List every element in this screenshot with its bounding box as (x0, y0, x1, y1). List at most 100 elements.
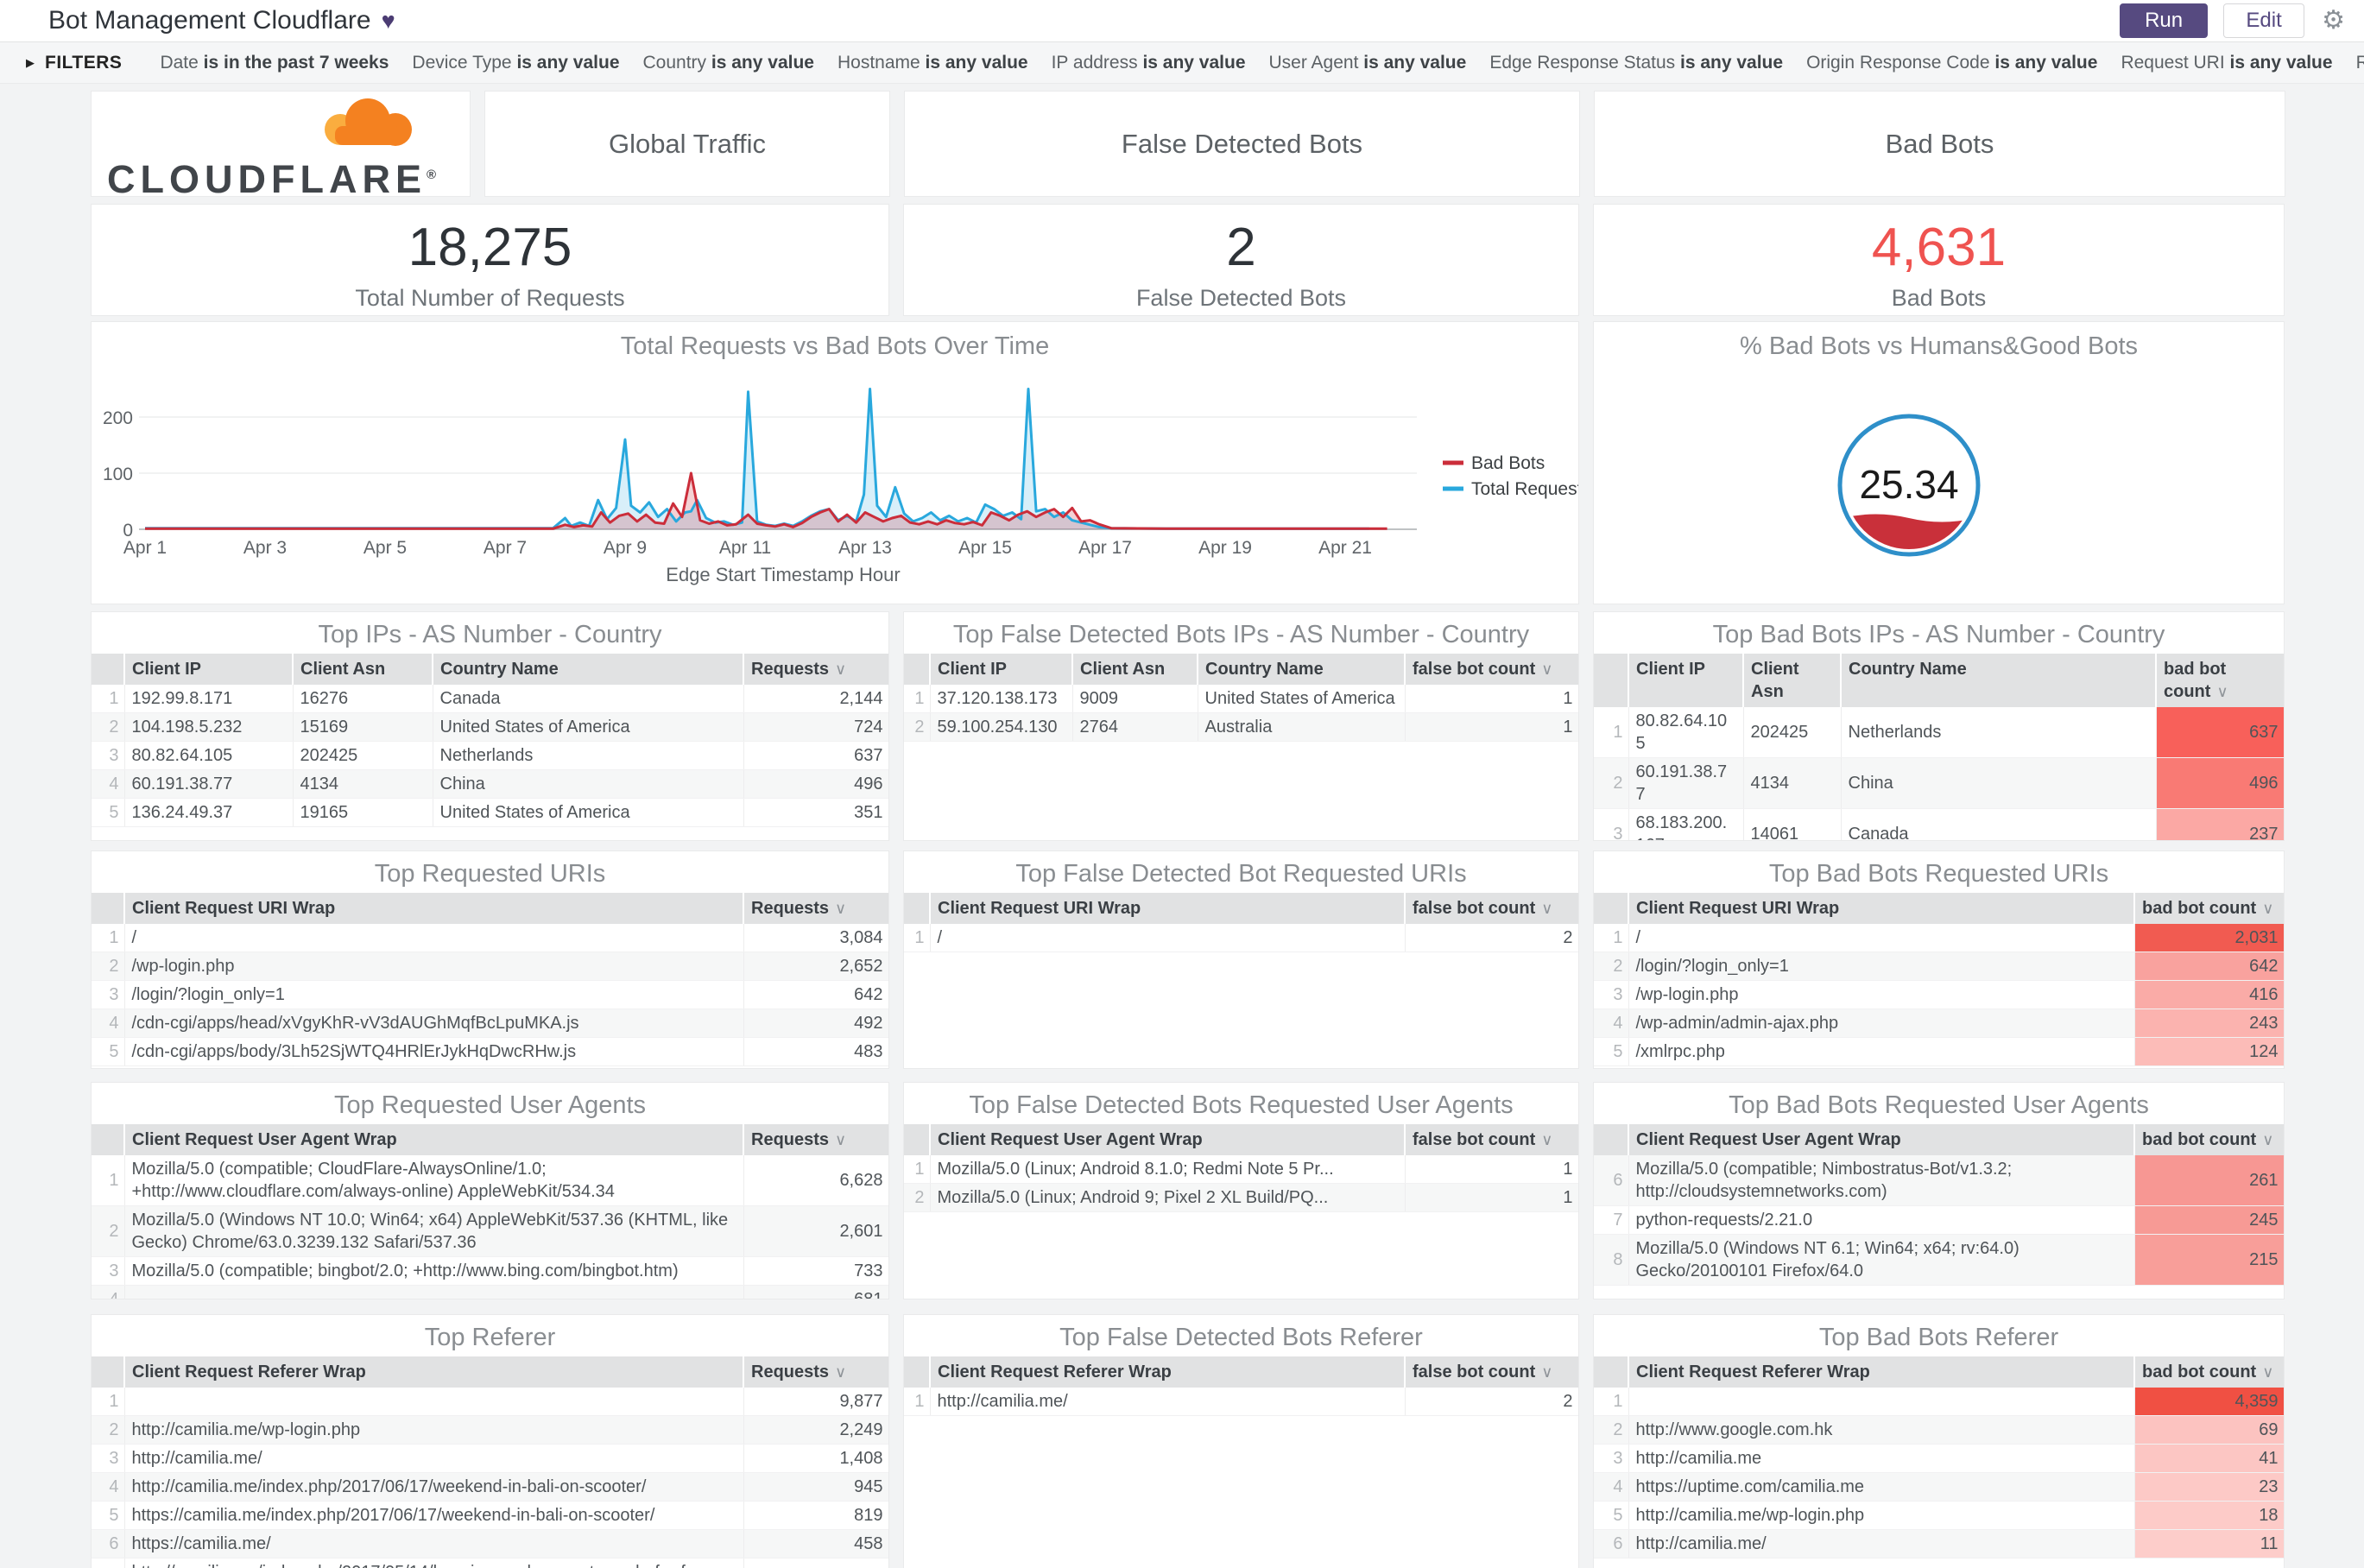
value-cell: 9,877 (743, 1388, 888, 1416)
heat-cell: 416 (2134, 980, 2284, 1009)
table-row[interactable]: 3/login/?login_only=1 642 (92, 980, 888, 1009)
table-row[interactable]: 2 104.198.5.232 15169 United States of Amer… (92, 712, 888, 742)
table-row[interactable]: 4/cdn-cgi/apps/head/xVgyKhR-vV3dAUGhMqfB… (92, 1008, 888, 1038)
table-row[interactable]: 2 http://camilia.me/wp-login.php 2,249 (92, 1415, 888, 1445)
edit-button[interactable]: Edit (2223, 3, 2305, 38)
column-header (92, 1124, 125, 1155)
table-row[interactable]: 2/login/?login_only=1 642 (1594, 952, 2284, 981)
filter-item[interactable]: IP address is any value (1052, 53, 1246, 73)
table-row[interactable]: 1 Mozilla/5.0 (Linux; Android 8.1.0; Redm… (904, 1155, 1578, 1184)
settings-gear-icon[interactable]: ⚙ (2322, 6, 2345, 35)
row-number: 3 (92, 741, 125, 770)
table-row[interactable]: 3 http://camilia.me/1,408 (92, 1444, 888, 1473)
table-row[interactable]: 2 60.191.38.77 4134 China 496 (1594, 757, 2284, 809)
column-header[interactable]: false bot count ∨ (1405, 1124, 1578, 1155)
column-header[interactable]: bad bot count ∨ (2134, 893, 2284, 924)
table-row[interactable]: 2 Mozilla/5.0 (Linux; Android 9; Pixel 2 … (904, 1183, 1578, 1212)
table-row[interactable]: 6 https://camilia.me/458 (92, 1529, 888, 1559)
table-row[interactable]: 1 4,359 (1594, 1388, 2284, 1416)
data-cell: / (1628, 924, 2135, 952)
filter-item[interactable]: Request URI is any value (2121, 53, 2332, 73)
data-cell: 60.191.38.77 (124, 769, 294, 799)
data-cell: /xmlrpc.php (1628, 1037, 2135, 1066)
filter-item[interactable]: Date is in the past 7 weeks (160, 53, 389, 73)
column-header[interactable]: false bot count ∨ (1405, 654, 1578, 685)
table-row[interactable]: 4 60.191.38.77 4134 China 496 (92, 769, 888, 799)
data-cell: Netherlands (1841, 707, 2157, 758)
table-row[interactable]: 1 9,877 (92, 1388, 888, 1416)
table-row[interactable]: 3/wp-login.php 416 (1594, 980, 2284, 1009)
table-row[interactable]: 5 http://camilia.me/wp-login.php 18 (1594, 1501, 2284, 1530)
column-header[interactable]: false bot count ∨ (1405, 1356, 1578, 1388)
row-number: 4 (92, 1285, 125, 1299)
filters-caret-icon[interactable]: ▶ (26, 55, 35, 69)
row-number: 2 (904, 712, 931, 742)
table-row[interactable]: 5 https://camilia.me/index.php/2017/06/17… (92, 1501, 888, 1530)
filter-item[interactable]: Hostname is any value (838, 53, 1028, 73)
filter-item[interactable]: Device Type is any value (412, 53, 619, 73)
column-header[interactable]: false bot count ∨ (1405, 893, 1578, 924)
table-row[interactable]: 1 http://camilia.me/2 (904, 1388, 1578, 1416)
kpi-false-detected-bots[interactable]: 2 False Detected Bots (903, 204, 1579, 316)
filter-item[interactable]: Origin Response Code is any value (1806, 53, 2097, 73)
value-cell: 733 (743, 1256, 888, 1286)
timeseries-chart[interactable]: 0 100 200 Apr 1 Apr 3 Apr 5 Apr 7 Apr 9 Apr 11 Ap… (92, 322, 1579, 604)
sort-chevron-icon: ∨ (835, 1131, 847, 1148)
table-row[interactable]: 1 Mozilla/5.0 (compatible; CloudFlare-Alw… (92, 1155, 888, 1206)
filter-item[interactable]: RayID is any value (2356, 53, 2364, 73)
table-row[interactable]: 1/3,084 (92, 924, 888, 952)
svg-text:200: 200 (103, 408, 133, 428)
filter-item[interactable]: Edge Response Status is any value (1489, 53, 1783, 73)
table-row[interactable]: 4/wp-admin/admin-ajax.php 243 (1594, 1008, 2284, 1038)
table-row[interactable]: 5/cdn-cgi/apps/body/3Lh52SjWTQ4HRlErJykH… (92, 1037, 888, 1066)
table-row[interactable]: 2 http://www.google.com.hk 69 (1594, 1415, 2284, 1445)
row-number: 6 (92, 1529, 125, 1559)
table-row[interactable]: 5 136.24.49.37 19165 United States of Ameri… (92, 798, 888, 827)
table-row[interactable]: 2 Mozilla/5.0 (Windows NT 10.0; Win64; x6… (92, 1205, 888, 1257)
table-row[interactable]: 4 https://uptime.com/camilia.me 23 (1594, 1472, 2284, 1502)
sort-chevron-icon: ∨ (2262, 900, 2274, 917)
data-cell: 202425 (1743, 707, 1842, 758)
tile-top-false-bot-user-agents: Top False Detected Bots Requested User A… (903, 1082, 1579, 1299)
table-row[interactable]: 1/2,031 (1594, 924, 2284, 952)
table-row[interactable]: 3 Mozilla/5.0 (compatible; bingbot/2.0; +… (92, 1256, 888, 1286)
table-row[interactable]: 4 http://camilia.me/index.php/2017/06/17/… (92, 1472, 888, 1502)
column-header: Client IP (124, 654, 294, 685)
run-button[interactable]: Run (2120, 3, 2209, 38)
kpi-bad-bots[interactable]: 4,631 Bad Bots (1593, 204, 2285, 316)
kpi-total-requests[interactable]: 18,275 Total Number of Requests (91, 204, 889, 316)
row-number: 1 (92, 1155, 125, 1206)
filters-label[interactable]: FILTERS (45, 52, 123, 73)
table-row[interactable]: 2 59.100.254.130 2764 Australia 1 (904, 712, 1578, 742)
table-row[interactable]: 1 192.99.8.171 16276 Canada 2,144 (92, 685, 888, 713)
svg-text:Bad Bots: Bad Bots (1471, 453, 1545, 473)
column-header-label: Requests (751, 1363, 830, 1381)
table-row[interactable]: 3 80.82.64.105 202425 Netherlands 637 (92, 741, 888, 770)
column-header[interactable]: Requests ∨ (743, 1356, 888, 1388)
column-header[interactable]: bad bot count ∨ (2156, 654, 2284, 707)
column-header[interactable]: bad bot count ∨ (2134, 1124, 2284, 1155)
column-header[interactable]: Requests ∨ (743, 654, 888, 685)
column-header[interactable]: Requests ∨ (743, 1124, 888, 1155)
table-row[interactable]: 368.183.200.16714061Canada237 (1594, 808, 2284, 840)
table-row[interactable]: 8 Mozilla/5.0 (Windows NT 6.1; Win64; x64… (1594, 1234, 2284, 1286)
table-row[interactable]: 1 37.120.138.173 9009 United States of Amer… (904, 685, 1578, 713)
table-row[interactable]: 5/xmlrpc.php 124 (1594, 1037, 2284, 1066)
row-number: 4 (92, 769, 125, 799)
liquid-gauge[interactable]: 25.34 (1594, 322, 2285, 604)
table-row[interactable]: 4 681 (92, 1285, 888, 1299)
table-row[interactable]: 2/wp-login.php 2,652 (92, 952, 888, 981)
filter-item[interactable]: User Agent is any value (1269, 53, 1467, 73)
table-row[interactable]: 1 80.82.64.105 202425 Netherlands 637 (1594, 707, 2284, 758)
table-row[interactable]: 7 python-requests/2.21.0 245 (1594, 1205, 2284, 1235)
column-header[interactable]: Requests ∨ (743, 893, 888, 924)
column-header: Client Request User Agent Wrap (1628, 1124, 2135, 1155)
column-header-label: bad bot count (2164, 660, 2227, 701)
filter-item[interactable]: Country is any value (643, 53, 814, 73)
table-row[interactable]: 6 Mozilla/5.0 (compatible; Nimbostratus-B… (1594, 1155, 2284, 1206)
table-row[interactable]: 7http://camilia.me/index.php/2017/05/14/… (92, 1558, 888, 1568)
table-row[interactable]: 3 http://camilia.me 41 (1594, 1444, 2284, 1473)
column-header[interactable]: bad bot count ∨ (2134, 1356, 2284, 1388)
table-row[interactable]: 1/2 (904, 924, 1578, 952)
table-row[interactable]: 6 http://camilia.me/11 (1594, 1529, 2284, 1559)
